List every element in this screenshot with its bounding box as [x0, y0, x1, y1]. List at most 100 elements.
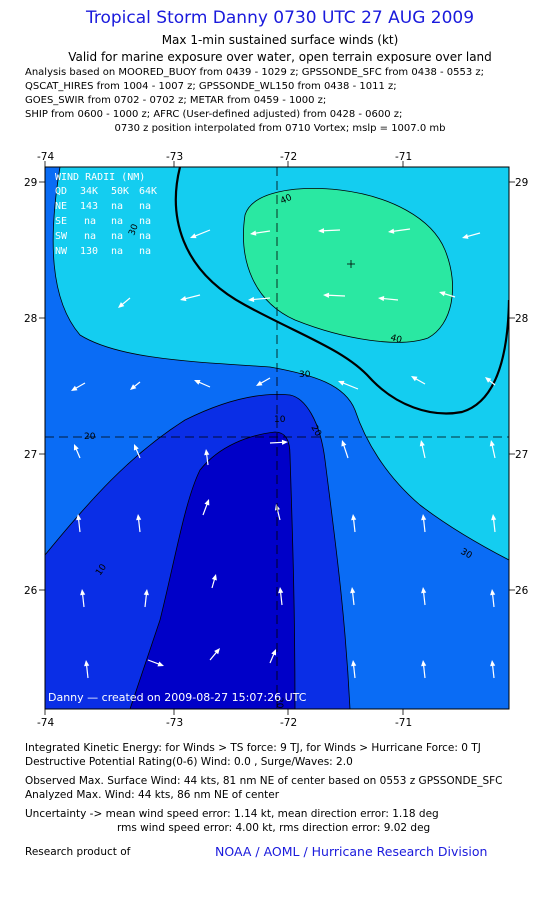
- wind-vector-head: [130, 384, 137, 390]
- lon-tick-bottom: -73: [166, 717, 183, 729]
- contour-label: 20: [274, 697, 284, 709]
- wind-vector-head: [281, 439, 288, 445]
- lat-tick-left: 28: [24, 313, 37, 325]
- wind-vector-head: [250, 230, 257, 236]
- map-credit: Danny — created on 2009-08-27 15:07:26 U…: [48, 691, 307, 704]
- wind-vector-head: [204, 449, 210, 456]
- wind-radii-row-sw: SW na na na: [55, 231, 151, 242]
- wind-vector-head: [274, 504, 280, 511]
- contour-line-10: [129, 431, 296, 709]
- wind-vector-head: [256, 380, 263, 386]
- contour-label: 40: [389, 333, 403, 346]
- wind-vector-head: [491, 514, 497, 521]
- wind-vector-shaft: [250, 297, 271, 301]
- wind-vector-head: [180, 296, 187, 302]
- wind-vector-head: [323, 292, 330, 298]
- lat-tick-left: 29: [24, 177, 37, 189]
- research-org-link[interactable]: NOAA / AOML / Hurricane Research Divisio…: [215, 844, 488, 859]
- wind-vector-head: [462, 233, 469, 239]
- wind-vector-head: [419, 440, 425, 447]
- map-subtitle-exposure: Valid for marine exposure over water, op…: [68, 50, 492, 64]
- wind-vector-shaft: [320, 229, 341, 232]
- wind-vector-head: [489, 440, 495, 447]
- wind-contour-lines: [45, 167, 509, 709]
- wind-vector-head: [351, 660, 357, 667]
- map-subtitle: Max 1-min sustained surface winds (kt): [161, 33, 399, 47]
- axis-ticks: [39, 161, 515, 715]
- research-label: Research product of: [25, 846, 131, 858]
- wind-vector-head: [490, 589, 496, 596]
- wind-vector-head: [204, 499, 210, 506]
- uncertainty-line-2: rms wind speed error: 4.00 kt, rms direc…: [117, 822, 431, 834]
- contour-line-30: [52, 167, 509, 561]
- wind-radii-title: WIND RADII (NM): [55, 172, 145, 183]
- map-frame: [44, 166, 510, 710]
- analysis-sources-line-1: Analysis based on MOORED_BUOY from 0439 …: [25, 67, 485, 78]
- wind-vector-shaft: [340, 381, 359, 390]
- contour-label: 30: [127, 223, 140, 237]
- lat-tick-right: 26: [515, 585, 529, 597]
- lat-tick-left: 26: [24, 585, 38, 597]
- lon-tick-top: -73: [166, 151, 183, 163]
- lon-tick-top: -72: [280, 151, 297, 163]
- uncertainty-line-1: Uncertainty -> mean wind speed error: 1.…: [25, 808, 439, 820]
- wind-radii-row-ne: NE 143 na na: [55, 201, 151, 212]
- lon-tick-bottom: -71: [395, 717, 412, 729]
- wind-radii-header: QD 34K 50K 64K: [55, 186, 157, 197]
- wind-vector-head: [341, 440, 347, 447]
- wind-vector-head: [194, 380, 201, 385]
- wind-vector-head: [278, 587, 284, 594]
- wind-vector-head: [157, 661, 164, 667]
- position-line: 0730 z position interpolated from 0710 V…: [114, 123, 446, 134]
- wind-vector-head: [421, 587, 427, 594]
- analyzed-max-wind-line: Analyzed Max. Wind: 44 kts, 86 nm NE of …: [25, 789, 280, 801]
- wind-vector-shaft: [390, 228, 411, 233]
- wind-vector-head: [190, 233, 197, 239]
- wind-vector-head: [350, 587, 356, 594]
- wind-vector-head: [439, 291, 446, 297]
- wind-vector-head: [136, 514, 142, 521]
- wind-vector-head: [490, 660, 496, 667]
- wind-vector-head: [211, 574, 217, 581]
- contour-label: 40: [279, 193, 294, 207]
- wind-vector-head: [84, 660, 90, 667]
- wind-vector-shaft: [192, 229, 211, 238]
- contour-label: 10: [274, 415, 286, 425]
- wind-vector-head: [143, 589, 149, 596]
- max-wind-marker: [347, 260, 355, 268]
- lon-tick-top: -71: [395, 151, 412, 163]
- analysis-sources-line-3: GOES_SWIR from 0702 - 0702 z; METAR from…: [25, 95, 327, 106]
- wind-vector-head: [214, 648, 220, 655]
- wind-radii-row-nw: NW 130 na na: [55, 246, 151, 257]
- wind-vector-head: [248, 296, 255, 303]
- lon-tick-bottom: -74: [37, 717, 54, 729]
- wind-field-map: 10 10 20 20 30 30 30 40 40 20 WIND RADII…: [24, 151, 529, 729]
- lon-tick-top: -74: [37, 151, 54, 163]
- wind-vector-head: [76, 514, 82, 521]
- wind-vector-head: [338, 380, 345, 386]
- wind-vector-head: [271, 649, 277, 656]
- wind-vector-head: [118, 302, 125, 308]
- contour-line-20: [45, 394, 351, 709]
- wind-vector-head: [421, 514, 427, 521]
- map-title: Tropical Storm Danny 0730 UTC 27 AUG 200…: [85, 8, 475, 28]
- wind-vector-head: [80, 589, 86, 596]
- lat-tick-right: 29: [515, 177, 528, 189]
- wind-vector-head: [388, 228, 395, 234]
- lat-tick-right: 27: [515, 449, 528, 461]
- wind-vector-head: [133, 444, 139, 451]
- lat-tick-left: 27: [24, 449, 37, 461]
- analysis-sources-line-2: QSCAT_HIRES from 1004 - 1007 z; GPSSONDE…: [25, 81, 397, 92]
- wind-radii-row-se: SE na na na: [55, 216, 151, 227]
- contour-line-40: [243, 188, 453, 343]
- contour-label: 30: [299, 370, 311, 380]
- wind-vector-shaft: [325, 294, 346, 297]
- wind-vector-head: [421, 660, 427, 667]
- lon-tick-bottom: -72: [280, 717, 297, 729]
- lat-tick-right: 28: [515, 313, 528, 325]
- contour-line-34kt: [174, 167, 509, 415]
- wind-vector-head: [485, 377, 492, 383]
- dpr-line: Destructive Potential Rating(0-6) Wind: …: [25, 756, 353, 768]
- axis-tick-labels: -74 -73 -72 -71 -74 -73 -72 -71 29 28 27…: [24, 151, 529, 729]
- observed-max-wind-line: Observed Max. Surface Wind: 44 kts, 81 n…: [25, 775, 503, 787]
